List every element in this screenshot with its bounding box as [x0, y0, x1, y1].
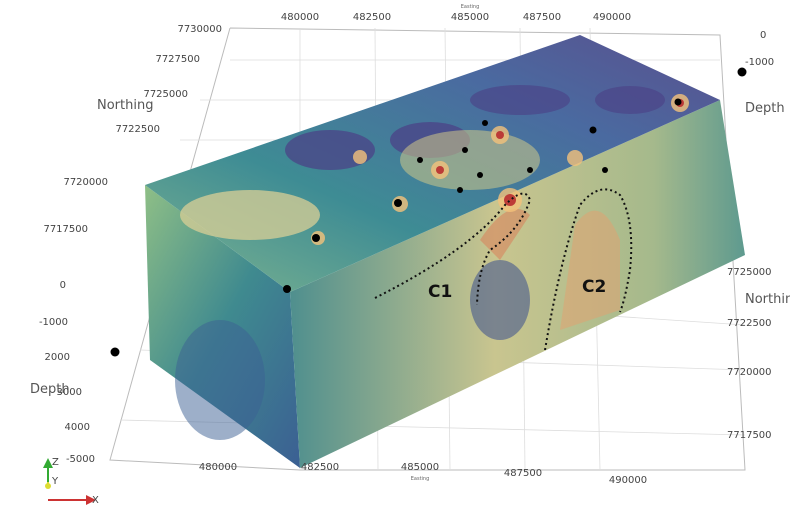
tick-label: 7722500	[115, 124, 160, 135]
tick-label: 0	[760, 30, 766, 41]
orientation-axes	[43, 458, 96, 505]
annotation: C1	[428, 282, 452, 302]
tick-label: 7720000	[727, 367, 772, 378]
tick-label: 485000	[401, 462, 439, 473]
tick-label: 7725000	[727, 267, 772, 278]
stations	[110, 67, 747, 357]
tick-label: 7717500	[727, 430, 772, 441]
axis-label: Depth	[745, 101, 785, 116]
tick-label: 7720000	[63, 177, 108, 188]
tick-label: 0	[60, 280, 66, 291]
axis-label: Easting	[461, 4, 480, 10]
axis-label: Easting	[411, 476, 430, 482]
axis-label: X	[92, 495, 99, 506]
axis-label: Z	[52, 457, 59, 468]
tick-label: 480000	[199, 462, 237, 473]
axis-label: Y	[51, 476, 59, 487]
tick-label: 2000	[45, 352, 70, 363]
tick-label: 482500	[301, 462, 339, 473]
tick-label: 482500	[353, 12, 391, 23]
tick-label: 490000	[593, 12, 631, 23]
tick-label: 7717500	[43, 224, 88, 235]
tick-label: -1000	[39, 317, 68, 328]
axis-label: Northing	[745, 292, 790, 307]
axis-label: Depth	[30, 382, 70, 397]
tick-label: 7725000	[143, 89, 188, 100]
tick-label: 485000	[451, 12, 489, 23]
tick-label: 7730000	[177, 24, 222, 35]
tick-label: 4000	[65, 422, 90, 433]
conduit-outlines	[374, 188, 633, 351]
tick-label: 480000	[281, 12, 319, 23]
tick-label: -5000	[66, 454, 95, 465]
tick-label: 490000	[609, 475, 647, 486]
tick-label: -1000	[745, 57, 774, 68]
tick-label: 487500	[523, 12, 561, 23]
axis-label: Northing	[97, 98, 153, 113]
tick-label: 3000	[57, 387, 82, 398]
tick-label: 7722500	[727, 318, 772, 329]
tick-label: 7727500	[155, 54, 200, 65]
annotation: C2	[582, 277, 606, 297]
tick-label: 487500	[504, 468, 542, 479]
